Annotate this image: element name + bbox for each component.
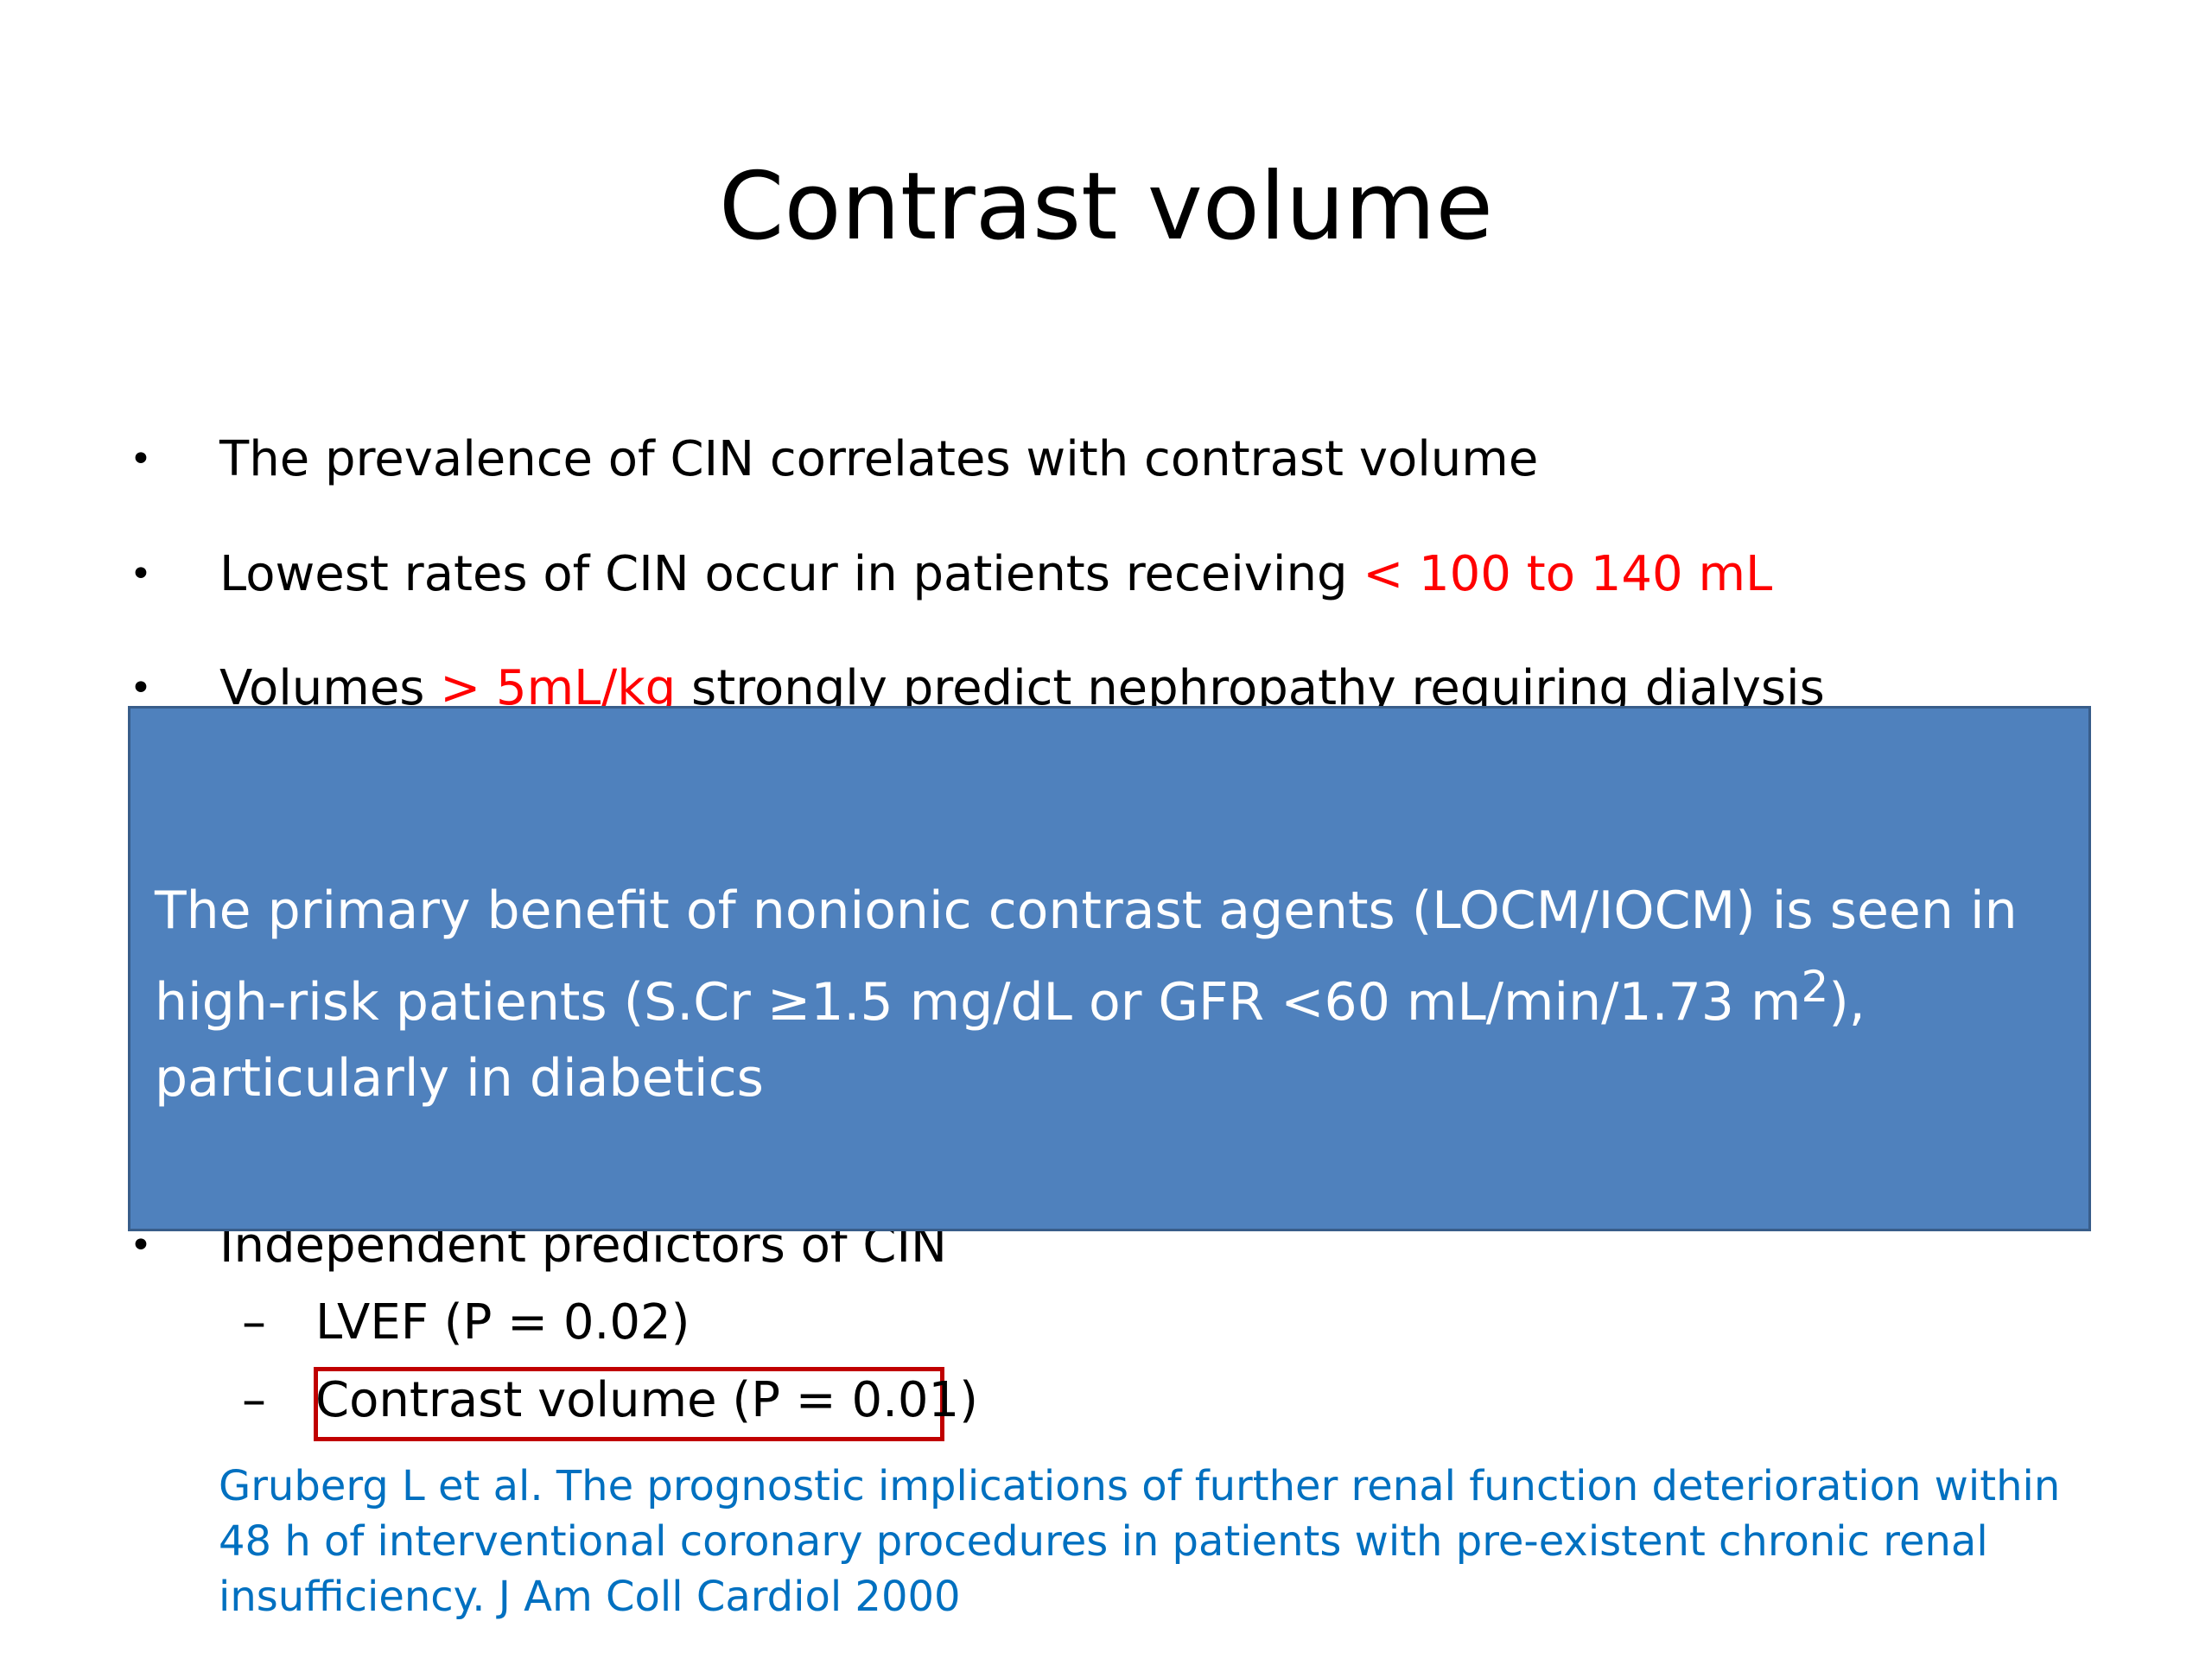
callout-text: The primary benefit of nonionic contrast… [155,873,2056,1116]
callout-superscript: 2 [1801,962,1829,1012]
bullet-highlight: < 100 to 140 mL [1363,546,1773,602]
highlight-outline-box [314,1367,944,1441]
dash-icon: – [242,1372,266,1428]
callout-box: The primary benefit of nonionic contrast… [128,706,2091,1231]
bullet-icon: • [130,666,152,710]
sub-bullet-text: Contrast volume (P = 0.01) [315,1372,979,1428]
sub-bullet-text: LVEF (P = 0.02) [315,1294,690,1351]
bullet-icon: • [130,437,152,481]
callout-text-main: The primary benefit of nonionic contrast… [155,880,2018,1033]
slide-title: Contrast volume [719,153,1493,261]
bullet-text: The prevalence of CIN correlates with co… [219,431,1539,487]
reference-citation: Gruberg L et al. The prognostic implicat… [219,1462,2061,1621]
bullet-text-plain: Lowest rates of CIN occur in patients re… [219,546,1363,602]
bullet-text: Lowest rates of CIN occur in patients re… [219,544,1772,605]
dash-icon: – [242,1294,266,1351]
bullet-icon: • [130,552,152,596]
callout-text-end: ), particularly in diabetics [155,972,1866,1109]
